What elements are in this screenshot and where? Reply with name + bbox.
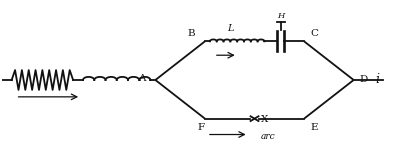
Text: E: E <box>310 123 318 132</box>
Text: A: A <box>138 73 146 83</box>
Text: L: L <box>227 24 234 33</box>
Text: H: H <box>277 12 284 20</box>
Text: arc: arc <box>260 131 275 141</box>
Text: C: C <box>310 29 318 38</box>
Text: D: D <box>360 76 368 84</box>
Text: F: F <box>198 123 204 132</box>
Text: i: i <box>376 73 380 86</box>
Text: B: B <box>188 29 195 38</box>
Text: X: X <box>260 115 268 124</box>
